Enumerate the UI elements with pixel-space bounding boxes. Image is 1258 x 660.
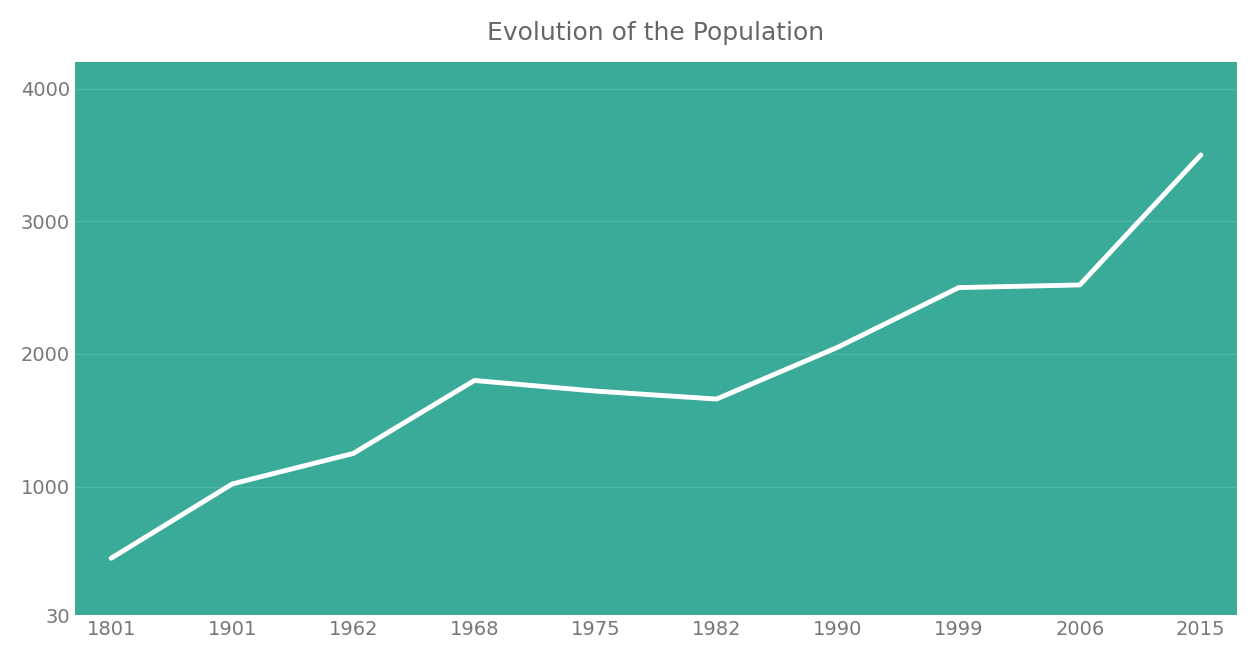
Title: Evolution of the Population: Evolution of the Population [487,21,824,45]
